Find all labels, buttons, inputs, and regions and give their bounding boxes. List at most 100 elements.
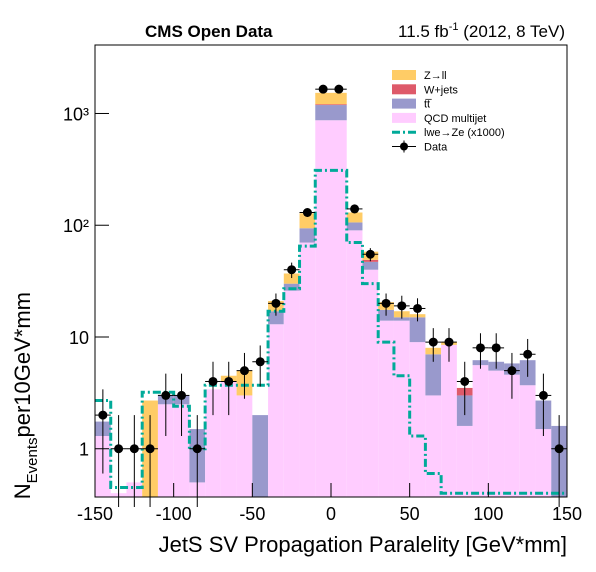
- data-point: [381, 298, 391, 308]
- data-point: [239, 366, 249, 376]
- data-point: [145, 444, 155, 454]
- data-point: [114, 444, 124, 454]
- data-point: [334, 84, 344, 94]
- histogram-segment: [315, 92, 331, 105]
- x-tick-label: -100: [156, 504, 192, 524]
- x-tick-label: 0: [326, 504, 336, 524]
- histogram-segment: [157, 404, 174, 497]
- y-tick-label: 1: [79, 440, 89, 460]
- histogram-segment: [362, 261, 379, 270]
- signal-connector: [95, 168, 567, 495]
- data-point: [444, 337, 454, 347]
- data-point: [161, 390, 171, 400]
- histogram-segment: [268, 324, 284, 497]
- legend-swatch: [392, 84, 416, 95]
- legend-label: Z→ll: [424, 70, 447, 82]
- legend-label: Data: [424, 142, 448, 154]
- y-tick-label: 10: [69, 328, 89, 348]
- histogram-segment: [378, 320, 394, 497]
- data-point: [507, 366, 517, 376]
- data-point: [287, 265, 297, 275]
- histogram-segment: [236, 395, 253, 497]
- y-axis-label: NEventsper10GeV*mm: [10, 292, 41, 499]
- data-point: [177, 390, 187, 400]
- histogram-segment: [299, 228, 316, 243]
- histogram-segment: [425, 354, 442, 396]
- y-tick-label: 10²: [63, 216, 89, 236]
- histogram-segment: [205, 389, 221, 497]
- x-axis-label: JetS SV Propagation Paralelity [GeV*mm]: [159, 532, 567, 557]
- data-point: [397, 301, 407, 311]
- data-point: [554, 444, 564, 454]
- data-point: [98, 410, 108, 420]
- data-point: [413, 303, 423, 313]
- histogram-segment: [346, 230, 363, 497]
- data-point: [475, 343, 485, 353]
- histogram-segment: [362, 269, 379, 497]
- histogram-segment: [504, 374, 520, 497]
- x-tick-label: -150: [77, 504, 113, 524]
- lumi-rest: (2012, 8 TeV): [459, 22, 565, 41]
- histogram-segment: [252, 415, 269, 497]
- data-point: [208, 376, 218, 386]
- histogram-segment: [535, 429, 552, 497]
- histogram-segment: [346, 212, 363, 223]
- data-point: [224, 376, 234, 386]
- histogram-segment: [519, 385, 536, 497]
- x-tick-label: 50: [400, 504, 420, 524]
- lumi-main: 11.5 fb: [398, 22, 449, 41]
- histogram-segment: [441, 344, 457, 497]
- legend-label: QCD multijet: [424, 113, 486, 125]
- legend-label: lwe→Ze (x1000): [424, 127, 505, 139]
- data-point: [129, 444, 139, 454]
- histogram-segment: [315, 120, 331, 497]
- histogram-segment: [409, 317, 426, 343]
- histogram-segment: [331, 92, 347, 105]
- data-point: [538, 390, 548, 400]
- y-label-rest: per10GeV*mm: [10, 292, 35, 438]
- data-point: [460, 376, 470, 386]
- histogram-segment: [315, 104, 331, 106]
- data-point: [365, 249, 375, 259]
- histogram-segment: [331, 120, 347, 497]
- x-tick-label: 150: [552, 504, 582, 524]
- histogram-segment: [299, 213, 316, 229]
- data-point: [523, 349, 533, 359]
- data-point: [350, 204, 360, 214]
- histogram-segment: [346, 222, 363, 231]
- legend-swatch: [392, 98, 416, 109]
- histogram-segment: [283, 273, 300, 284]
- data-point: [302, 208, 312, 218]
- histogram-segment: [315, 105, 331, 121]
- histogram-segment: [283, 290, 300, 497]
- data-point: [428, 337, 438, 347]
- histogram-segment: [220, 381, 237, 497]
- legend-label: tt̅: [424, 99, 432, 111]
- data-point: [491, 343, 501, 353]
- histogram-segment: [331, 104, 347, 106]
- histogram-segment: [488, 370, 505, 497]
- legend-swatch: [400, 142, 408, 151]
- x-tick-label: 100: [473, 504, 503, 524]
- legend-swatch: [392, 112, 416, 123]
- histogram-segment: [173, 404, 190, 497]
- data-point: [318, 84, 328, 94]
- histogram-segment: [472, 365, 489, 497]
- legend-swatch: [392, 70, 416, 80]
- data-point: [271, 298, 281, 308]
- lumi-label: 11.5 fb-1 (2012, 8 TeV): [398, 21, 565, 41]
- histogram-segment: [299, 242, 316, 497]
- histogram-segment: [456, 425, 473, 497]
- chart-title: CMS Open Data: [145, 22, 273, 41]
- y-label-sub: Events: [24, 438, 41, 484]
- histogram-segment: [268, 311, 284, 325]
- data-point: [192, 444, 202, 454]
- histogram-segment: [283, 283, 300, 291]
- y-tick-label: 10³: [63, 104, 89, 124]
- histogram-segment: [331, 105, 347, 121]
- legend-label: W+jets: [424, 84, 458, 96]
- histogram-segment: [393, 317, 410, 321]
- plot-area: [95, 92, 567, 497]
- x-tick-label: -50: [239, 504, 265, 524]
